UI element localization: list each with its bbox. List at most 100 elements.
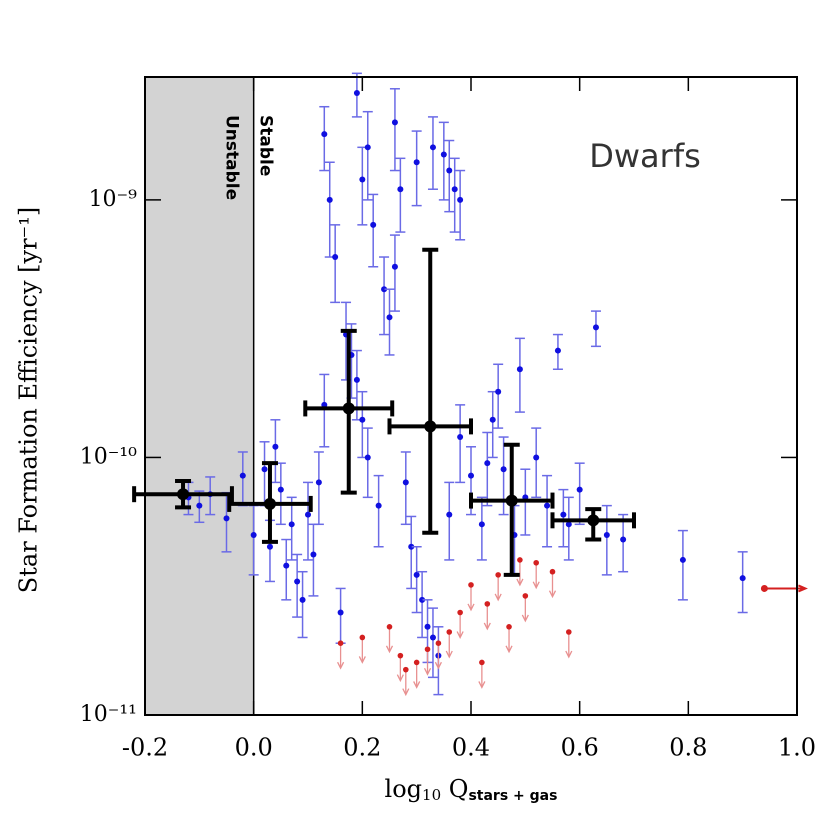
upper-limit-point [435, 640, 442, 647]
data-point [446, 167, 453, 174]
data-point [196, 502, 203, 509]
data-point [489, 416, 496, 423]
x-tick-label: 0.2 [343, 734, 381, 762]
upper-limit-point [424, 646, 431, 653]
bin-point [424, 420, 437, 433]
y-tick-label: 10⁻¹¹ [80, 702, 137, 727]
y-tick-label: 10⁻⁹ [89, 187, 138, 212]
data-point [620, 536, 627, 543]
x-limit-point [760, 584, 768, 592]
bin-point [177, 488, 190, 501]
data-point [451, 186, 458, 193]
data-point [283, 562, 290, 569]
data-point [223, 515, 230, 522]
upper-limit-point [457, 609, 463, 616]
x-limit-arrowhead [798, 584, 808, 593]
limit-arrowhead [434, 661, 442, 670]
data-point [544, 502, 551, 509]
data-point [679, 556, 686, 563]
data-point [560, 511, 567, 518]
data-point [321, 131, 328, 138]
data-point [424, 623, 431, 630]
x-tick-label: 0.8 [669, 734, 707, 762]
data-point [277, 486, 284, 493]
upper-limit-point [517, 557, 523, 563]
data-point [408, 543, 415, 550]
limit-arrowhead [505, 645, 513, 654]
data-point [603, 531, 610, 538]
data-point [294, 578, 301, 585]
x-tick-label: -0.2 [122, 734, 168, 762]
data-point [484, 460, 491, 467]
data-point [397, 186, 404, 193]
stable-label: Stable [256, 115, 276, 176]
data-point [332, 254, 339, 261]
limit-arrowhead [478, 681, 486, 689]
data-point [402, 479, 409, 486]
upper-limit-point [386, 624, 393, 630]
limit-arrowhead [385, 645, 394, 654]
data-point [457, 196, 464, 203]
data-point [370, 221, 377, 228]
data-point [429, 634, 436, 641]
y-axis-label: Star Formation Efficiency [yr⁻¹] [15, 207, 43, 593]
limit-arrowhead [467, 603, 475, 612]
data-point [413, 159, 420, 166]
limit-arrowhead [456, 631, 464, 639]
upper-limit-point [359, 634, 366, 641]
upper-limit-point [479, 659, 485, 666]
limit-arrowhead [413, 681, 421, 689]
data-point [446, 511, 453, 518]
y-tick-label: 10⁻¹⁰ [80, 444, 137, 469]
data-point [305, 511, 311, 518]
data-point [353, 376, 360, 383]
data-point [516, 366, 523, 373]
limit-arrowhead [396, 674, 404, 683]
panel-label: Dwarfs [589, 137, 701, 175]
data-point [353, 90, 360, 97]
upper-limit-point [484, 601, 491, 607]
data-point [381, 286, 388, 293]
data-point [321, 401, 328, 408]
data-point [739, 575, 746, 582]
bin-point [342, 402, 355, 415]
data-point [533, 454, 540, 461]
upper-limit-point [506, 624, 512, 630]
data-point [391, 119, 398, 126]
upper-limit-point [495, 572, 501, 578]
x-axis-label: log10 Qstars + gas [385, 775, 558, 805]
data-point [565, 521, 572, 528]
data-point [250, 531, 257, 538]
data-point [495, 388, 502, 395]
data-point [500, 466, 507, 473]
data-point [326, 196, 333, 203]
data-point [337, 609, 344, 616]
data-point [299, 596, 306, 603]
data-point [468, 472, 474, 479]
upper-limit-point [566, 629, 572, 635]
x-tick-label: 1.0 [778, 734, 816, 762]
limit-arrowhead [358, 656, 366, 664]
data-point [478, 521, 485, 528]
limit-arrowhead [521, 614, 529, 623]
data-point [592, 324, 599, 331]
limit-arrowhead [423, 667, 432, 676]
upper-limit-point [549, 568, 556, 575]
upper-limit-point [446, 629, 453, 635]
bin-point [505, 494, 518, 507]
data-point [429, 144, 436, 151]
data-point [554, 347, 561, 354]
limit-arrowhead [337, 661, 345, 670]
bin-point [263, 497, 276, 510]
data-point [440, 151, 447, 158]
data-point [272, 443, 279, 450]
upper-limit-point [413, 659, 420, 666]
data-point [419, 596, 426, 603]
data-point [359, 176, 366, 183]
unstable-region [145, 77, 254, 715]
data-point [239, 472, 246, 479]
x-tick-label: 0.4 [452, 734, 490, 762]
data-point [310, 551, 317, 558]
data-point [375, 502, 382, 509]
bin-point [587, 514, 600, 527]
